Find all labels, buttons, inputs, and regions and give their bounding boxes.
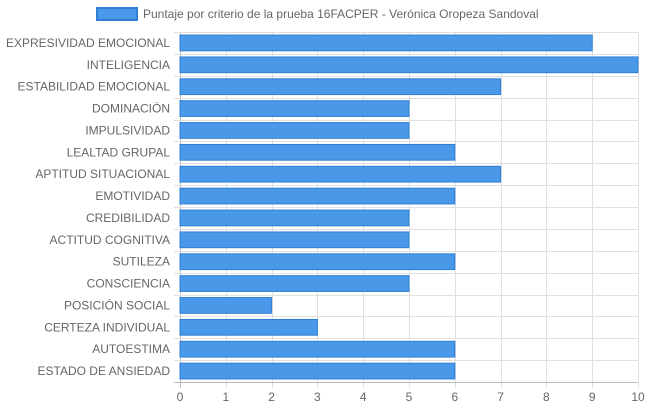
bar[interactable]	[179, 56, 639, 74]
y-tick-label: ESTABILIDAD EMOCIONAL	[18, 80, 171, 94]
bar[interactable]	[179, 143, 456, 161]
x-tick-label: 8	[543, 390, 550, 404]
bar[interactable]	[179, 209, 410, 227]
y-tick-label: DOMINACIÓN	[92, 101, 170, 116]
x-tick-label: 9	[589, 390, 596, 404]
bar[interactable]	[179, 340, 456, 358]
x-tick-label: 4	[360, 390, 367, 404]
bar[interactable]	[179, 34, 593, 52]
y-tick-label: APTITUD SITUACIONAL	[35, 167, 170, 181]
x-tick-label: 2	[268, 390, 275, 404]
bar[interactable]	[179, 165, 502, 183]
y-tick-label: CONSCIENCIA	[87, 277, 170, 291]
y-tick-label: AUTOESTIMA	[92, 342, 170, 356]
y-axis-labels: EXPRESIVIDAD EMOCIONAL INTELIGENCIA ESTABI…	[6, 36, 170, 378]
y-tick-label: ESTADO DE ANSIEDAD	[38, 364, 171, 378]
bar[interactable]	[179, 187, 456, 205]
x-tick-label: 6	[451, 390, 458, 404]
y-tick-label: EXPRESIVIDAD EMOCIONAL	[6, 36, 170, 50]
x-tick-label: 7	[497, 390, 504, 404]
bar[interactable]	[179, 78, 502, 96]
bar[interactable]	[179, 275, 410, 292]
y-tick-label: EMOTIVIDAD	[95, 189, 170, 203]
x-tick-label: 0	[177, 390, 184, 404]
bars	[179, 34, 639, 380]
bar[interactable]	[179, 100, 410, 117]
y-tick-label: INTELIGENCIA	[87, 58, 170, 72]
x-tick-label: 10	[631, 390, 645, 404]
legend[interactable]: Puntaje por criterio de la prueba 16FACP…	[96, 7, 539, 21]
y-tick-label: IMPULSIVIDAD	[85, 123, 170, 137]
y-tick-label: ACTITUD COGNITIVA	[50, 233, 170, 247]
x-axis-labels: 0 1 2 3 4 5 6 7 8 9 10	[177, 390, 645, 404]
legend-label: Puntaje por criterio de la prueba 16FACP…	[143, 7, 539, 21]
legend-swatch	[96, 7, 138, 21]
bar[interactable]	[179, 318, 318, 336]
y-tick-label: LEALTAD GRUPAL	[67, 145, 171, 159]
bar[interactable]	[179, 253, 456, 271]
x-tick-label: 3	[314, 390, 321, 404]
y-tick-label: CERTEZA INDIVIDUAL	[44, 320, 170, 334]
bar[interactable]	[179, 297, 273, 314]
bar[interactable]	[179, 362, 456, 380]
y-tick-label: POSICIÓN SOCIAL	[64, 297, 170, 312]
x-tick-label: 5	[406, 390, 413, 404]
y-tick-label: CREDIBILIDAD	[86, 211, 170, 225]
x-tick-label: 1	[222, 390, 229, 404]
y-tick-label: SUTILEZA	[113, 255, 170, 269]
bar[interactable]	[179, 231, 410, 249]
bar[interactable]	[179, 122, 410, 139]
